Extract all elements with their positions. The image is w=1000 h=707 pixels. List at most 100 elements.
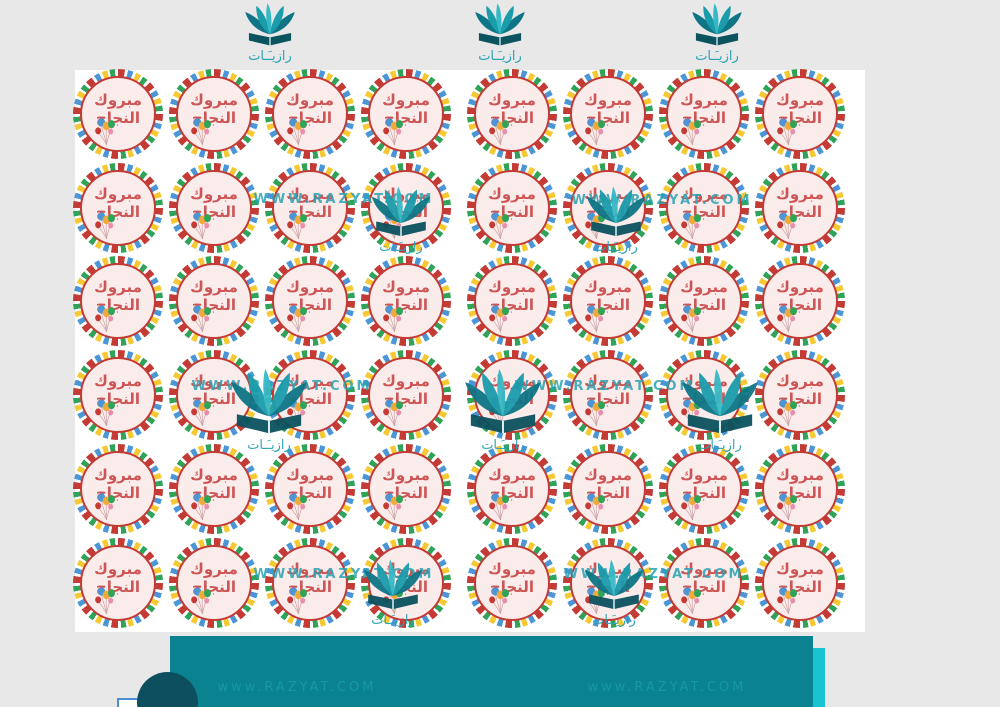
sticker-face: مبروك النجاح xyxy=(272,76,348,152)
sticker-label: مبروك النجاح xyxy=(563,256,653,346)
brand-name: رازيـَـات xyxy=(478,49,522,64)
brand-name: رازيـَـات xyxy=(248,49,292,64)
sticker-face: مبروك النجاح xyxy=(762,170,838,246)
sticker-label: مبروك النجاح xyxy=(361,256,451,346)
sticker-face: مبروك النجاح xyxy=(272,357,348,433)
sticker-face: مبروك النجاح xyxy=(762,76,838,152)
sticker-label: مبروك النجاح xyxy=(659,350,749,440)
balloons-icon xyxy=(584,299,609,335)
balloons-icon xyxy=(776,393,801,429)
sticker-face: مبروك النجاح xyxy=(474,170,550,246)
balloons-icon xyxy=(190,393,215,429)
sticker-label: مبروك النجاح xyxy=(361,538,451,628)
balloons-icon xyxy=(94,206,119,242)
balloons-icon xyxy=(286,393,311,429)
sticker-face: مبروك النجاح xyxy=(176,545,252,621)
sticker-label: مبروك النجاح xyxy=(361,350,451,440)
sticker-label: مبروك النجاح xyxy=(659,444,749,534)
sticker-label: مبروك النجاح xyxy=(467,444,557,534)
sticker-face: مبروك النجاح xyxy=(176,451,252,527)
sticker-label: مبروك النجاح xyxy=(169,538,259,628)
balloons-icon xyxy=(94,299,119,335)
book-logo-icon xyxy=(469,2,531,48)
balloons-icon xyxy=(190,581,215,617)
sticker-label: مبروك النجاح xyxy=(659,256,749,346)
balloons-icon xyxy=(680,206,705,242)
watermark-text: www.RAZYAT.COM xyxy=(217,680,377,695)
sticker-label: مبروك النجاح xyxy=(563,444,653,534)
sticker-label: مبروك النجاح xyxy=(467,163,557,253)
balloons-icon xyxy=(382,581,407,617)
balloons-icon xyxy=(286,487,311,523)
sticker-face: مبروك النجاح xyxy=(80,451,156,527)
sticker-face: مبروك النجاح xyxy=(762,451,838,527)
sticker-face: مبروك النجاح xyxy=(80,357,156,433)
sticker-label: مبروك النجاح xyxy=(755,163,845,253)
sticker-label: مبروك النجاح xyxy=(467,350,557,440)
sticker-face: مبروك النجاح xyxy=(570,170,646,246)
balloons-icon xyxy=(680,393,705,429)
sticker-face: مبروك النجاح xyxy=(272,170,348,246)
sticker-face: مبروك النجاح xyxy=(80,263,156,339)
sticker-label: مبروك النجاح xyxy=(169,256,259,346)
sticker-label: مبروك النجاح xyxy=(73,256,163,346)
balloons-icon xyxy=(382,393,407,429)
sticker-face: مبروك النجاح xyxy=(176,357,252,433)
sticker-label: مبروك النجاح xyxy=(467,538,557,628)
sticker-label: مبروك النجاح xyxy=(563,350,653,440)
sticker-face: مبروك النجاح xyxy=(474,545,550,621)
sticker-text: مبروك النجاح xyxy=(286,560,334,596)
sticker-face: مبروك النجاح xyxy=(272,545,348,621)
sticker-face: مبروك النجاح xyxy=(368,545,444,621)
sticker-face: مبروك النجاح xyxy=(80,170,156,246)
sticker-label: مبروك النجاح xyxy=(659,163,749,253)
sticker-face: مبروك النجاح xyxy=(570,76,646,152)
sticker-face: مبروك النجاح xyxy=(570,357,646,433)
balloons-icon xyxy=(584,393,609,429)
balloons-icon xyxy=(382,206,407,242)
balloons-icon xyxy=(488,299,513,335)
sticker-label: مبروك النجاح xyxy=(563,69,653,159)
balloons-icon xyxy=(190,112,215,148)
sticker-label: مبروك النجاح xyxy=(73,538,163,628)
sticker-label: مبروك النجاح xyxy=(659,538,749,628)
sticker-face: مبروك النجاح xyxy=(666,545,742,621)
balloons-icon xyxy=(488,487,513,523)
sticker-label: مبروك النجاح xyxy=(361,444,451,534)
balloons-icon xyxy=(286,206,311,242)
sticker-label: مبروك النجاح xyxy=(467,69,557,159)
book-logo-icon xyxy=(686,2,748,48)
sticker-face: مبروك النجاح xyxy=(666,263,742,339)
sticker-label: مبروك النجاح xyxy=(73,163,163,253)
sticker-label: مبروك النجاح xyxy=(467,256,557,346)
sticker-face: مبروك النجاح xyxy=(570,263,646,339)
sticker-face: مبروك النجاح xyxy=(272,451,348,527)
sticker-face: مبروك النجاح xyxy=(666,76,742,152)
sticker-face: مبروك النجاح xyxy=(762,357,838,433)
balloons-icon xyxy=(776,206,801,242)
balloons-icon xyxy=(584,581,609,617)
balloons-icon xyxy=(382,299,407,335)
watermark-text: www.RAZYAT.COM xyxy=(587,680,747,695)
balloons-icon xyxy=(776,581,801,617)
balloons-icon xyxy=(776,487,801,523)
sticker-face: مبروك النجاح xyxy=(368,451,444,527)
sticker-label: مبروك النجاح xyxy=(563,163,653,253)
balloons-icon xyxy=(584,206,609,242)
stickers-grid: مبروك النجاح مبروك النجاح مبروك النجاح م… xyxy=(73,69,865,632)
sticker-face: مبروك النجاح xyxy=(368,76,444,152)
sticker-label: مبروك النجاح xyxy=(73,350,163,440)
brand-name: رازيـَـات xyxy=(695,49,739,64)
book-logo-icon xyxy=(239,2,301,48)
sticker-label: مبروك النجاح xyxy=(361,69,451,159)
sticker-face: مبروك النجاح xyxy=(176,76,252,152)
sticker-label: مبروك النجاح xyxy=(169,444,259,534)
sticker-face: مبروك النجاح xyxy=(474,451,550,527)
sticker-face: مبروك النجاح xyxy=(570,451,646,527)
balloons-icon xyxy=(286,299,311,335)
sticker-label: مبروك النجاح xyxy=(755,538,845,628)
balloons-icon xyxy=(680,487,705,523)
balloons-icon xyxy=(94,581,119,617)
sticker-label: مبروك النجاح xyxy=(659,69,749,159)
